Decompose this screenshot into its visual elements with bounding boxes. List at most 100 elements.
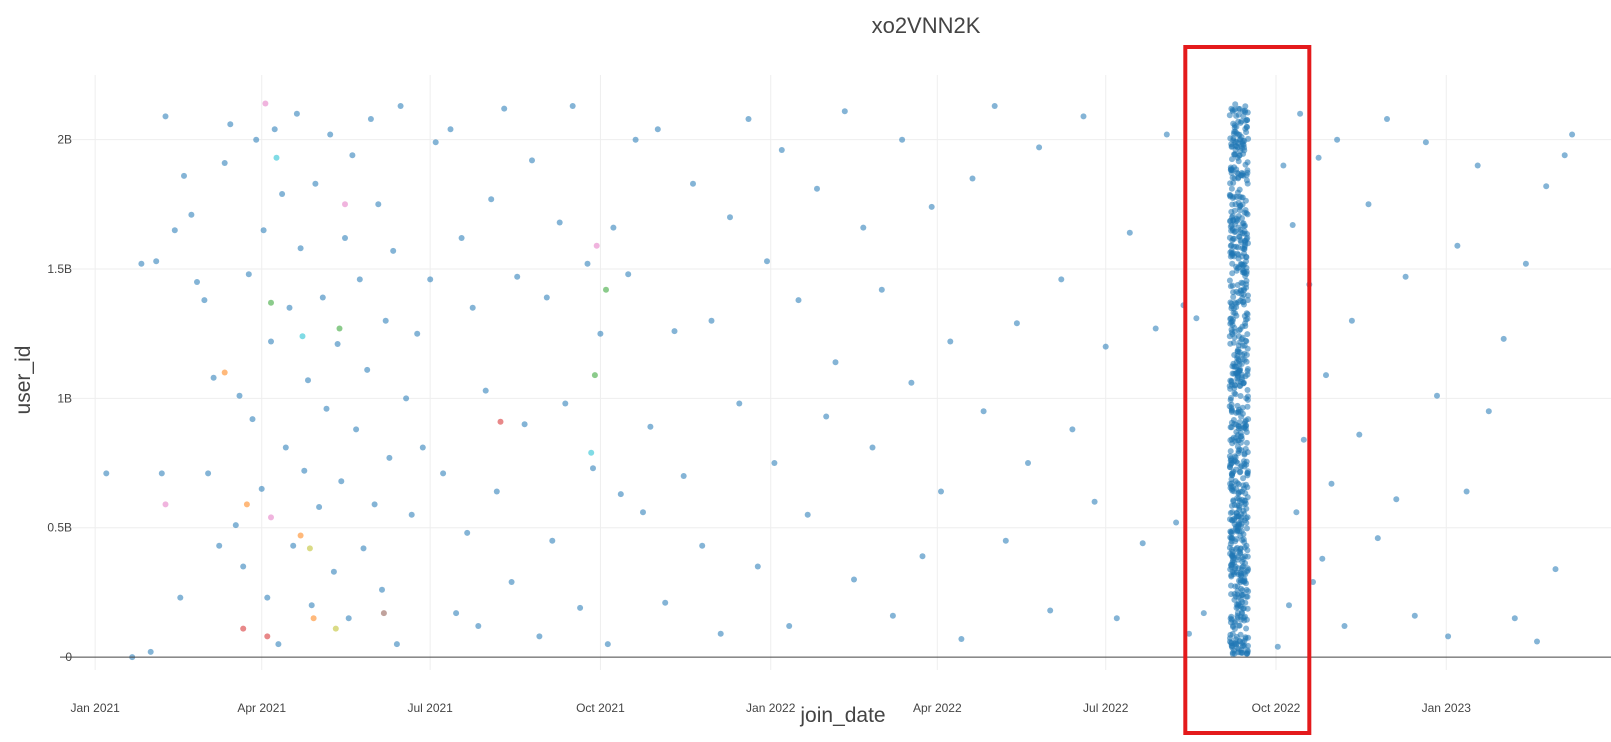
data-point: [1226, 191, 1233, 198]
data-point: [1238, 523, 1245, 530]
data-point: [1236, 622, 1243, 629]
gridlines: [60, 75, 1611, 670]
data-point: [371, 501, 378, 508]
data-point: [1245, 240, 1251, 247]
data-point: [584, 260, 591, 267]
data-point: [297, 532, 304, 539]
data-point: [319, 294, 326, 301]
data-point: [1244, 366, 1251, 372]
data-point: [1500, 335, 1507, 342]
data-point: [1231, 151, 1238, 158]
data-point: [1229, 107, 1236, 113]
data-point: [1228, 208, 1235, 215]
data-point: [1393, 496, 1400, 503]
data-point: [1231, 502, 1238, 508]
data-point: [1237, 579, 1244, 586]
data-point: [1280, 162, 1287, 169]
data-point: [323, 405, 330, 412]
data-point: [286, 304, 293, 311]
y-tick-label: 0.5B: [47, 521, 72, 535]
data-point: [1232, 391, 1239, 398]
data-point: [1227, 448, 1234, 455]
data-point: [1193, 315, 1200, 322]
y-tick-label: 1.5B: [47, 262, 72, 276]
data-point: [1230, 179, 1237, 186]
data-point: [1242, 103, 1249, 110]
data-point: [221, 369, 228, 376]
data-point: [556, 219, 563, 226]
data-point: [1228, 640, 1235, 647]
data-point: [1237, 172, 1244, 179]
data-point: [181, 172, 187, 179]
data-point: [1238, 517, 1245, 524]
data-point: [1231, 650, 1238, 657]
data-point: [299, 333, 306, 340]
data-point: [1238, 118, 1245, 125]
data-point: [1485, 408, 1492, 415]
data-point: [969, 175, 976, 182]
data-point: [1239, 410, 1246, 417]
y-tick-label: 1B: [57, 391, 72, 405]
data-point: [1236, 327, 1243, 334]
data-point: [795, 297, 802, 304]
data-point: [1244, 525, 1250, 532]
data-point: [1239, 404, 1246, 411]
data-point: [1243, 258, 1249, 265]
data-point: [1242, 323, 1249, 329]
data-point: [147, 648, 154, 655]
data-point: [1244, 311, 1251, 318]
data-point: [1356, 431, 1363, 438]
data-point: [482, 387, 489, 394]
data-point: [310, 615, 317, 622]
data-point: [1236, 446, 1243, 453]
data-point: [1227, 635, 1233, 642]
data-point: [432, 139, 439, 146]
data-point: [297, 245, 304, 252]
data-point: [264, 594, 271, 601]
data-point: [353, 426, 360, 433]
data-point: [162, 501, 169, 508]
data-point: [1242, 273, 1249, 279]
data-point: [345, 615, 352, 622]
data-point: [1240, 150, 1247, 157]
data-point: [390, 247, 397, 254]
data-point: [1243, 264, 1250, 271]
data-point: [1243, 439, 1250, 446]
data-point: [1047, 607, 1054, 614]
data-point: [1228, 419, 1235, 426]
data-point: [771, 460, 778, 466]
data-point: [625, 271, 632, 278]
data-point: [1227, 528, 1234, 535]
data-point: [268, 299, 274, 306]
data-point: [221, 160, 228, 166]
data-point: [1229, 517, 1236, 524]
data-point: [549, 537, 556, 544]
data-point: [1323, 372, 1329, 379]
data-point: [201, 297, 208, 304]
data-point: [1233, 510, 1240, 517]
data-point: [1374, 535, 1381, 542]
data-point: [397, 103, 404, 109]
axes: Jan 2021 Apr 2021 Jul 2021 Oct 2021 Jan 2022…: [47, 133, 1611, 715]
data-point: [690, 180, 696, 187]
data-point: [1233, 434, 1240, 441]
data-point: [603, 286, 609, 293]
data-point: [536, 633, 543, 640]
data-point: [216, 542, 223, 549]
data-point: [1239, 108, 1246, 114]
data-point: [1236, 204, 1243, 211]
data-point: [403, 395, 410, 402]
data-point: [312, 180, 319, 187]
data-point: [1242, 425, 1249, 432]
data-point: [593, 242, 600, 249]
data-point: [227, 121, 234, 128]
data-point: [1244, 387, 1251, 393]
data-point: [804, 511, 811, 518]
data-point: [1244, 371, 1251, 378]
data-point: [1310, 579, 1316, 585]
data-point: [1422, 139, 1429, 146]
data-point: [419, 444, 426, 451]
data-point: [654, 126, 661, 133]
data-point: [1228, 476, 1235, 483]
